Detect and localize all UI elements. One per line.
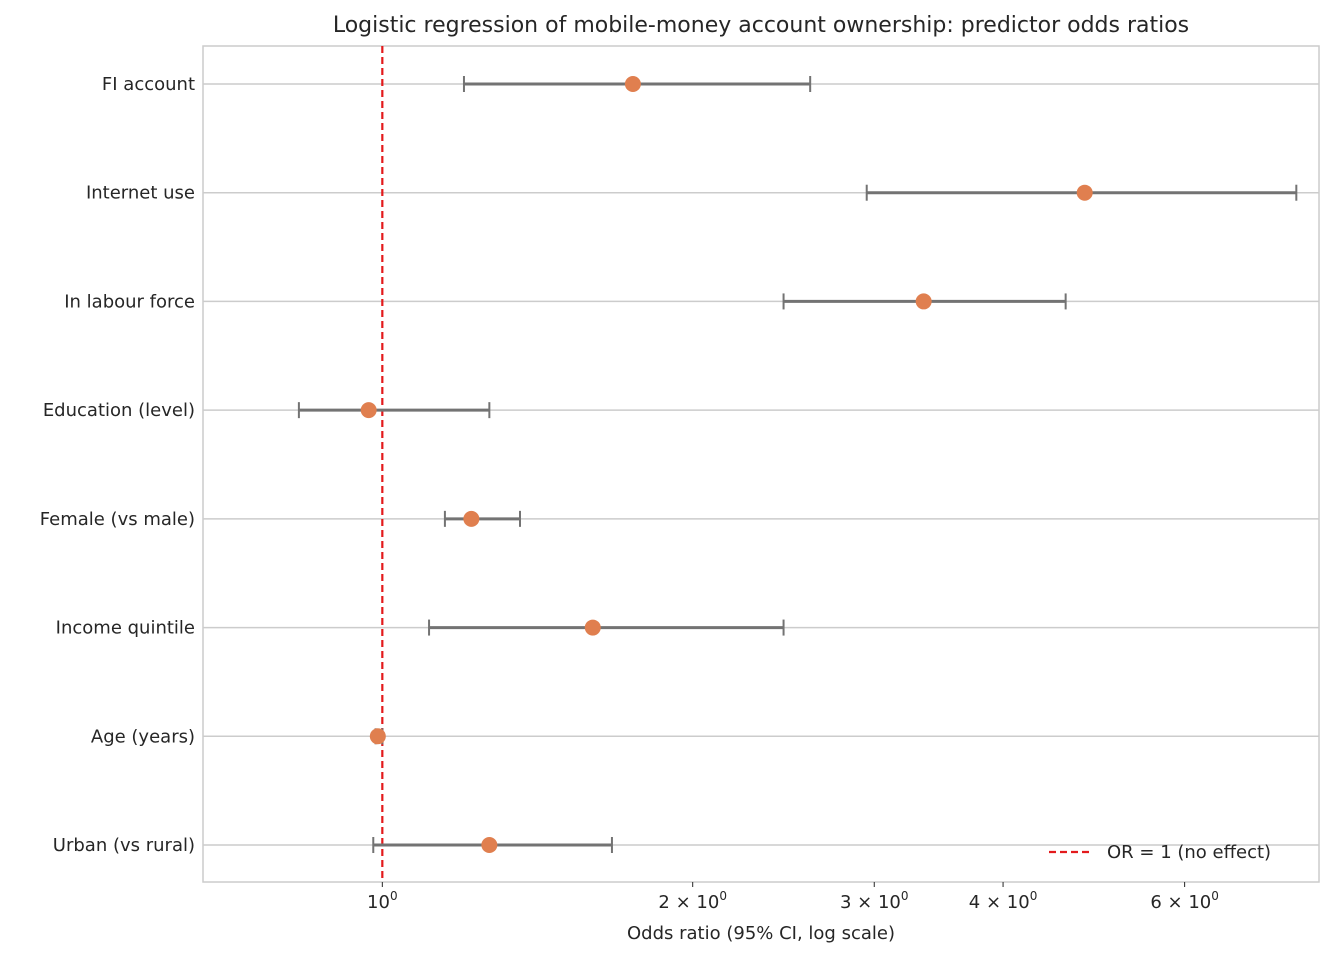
y-tick-labels: FI account Internet use In labour force Edu… xyxy=(40,74,195,856)
y-tick-label: Internet use xyxy=(86,183,195,204)
legend-label-reference-line: OR = 1 (no effect) xyxy=(1107,842,1271,863)
y-tick-label: Income quintile xyxy=(56,618,195,639)
x-tick-label: 4 × 100 xyxy=(969,889,1038,913)
odds-ratio-point xyxy=(584,619,601,636)
odds-ratio-point xyxy=(1076,184,1093,201)
x-tick-labels: 100 2 × 100 3 × 100 4 × 100 6 × 100 xyxy=(367,882,1219,913)
x-tick-label: 100 xyxy=(367,889,398,913)
y-tick-label: Female (vs male) xyxy=(40,509,195,530)
y-tick-label: Education (level) xyxy=(43,400,195,421)
x-tick-label: 2 × 100 xyxy=(658,889,727,913)
y-tick-label: Age (years) xyxy=(91,726,195,747)
x-tick-label: 6 × 100 xyxy=(1150,889,1219,913)
odds-ratio-point xyxy=(915,293,932,310)
odds-ratio-points xyxy=(360,76,1093,853)
odds-ratio-point xyxy=(624,76,641,92)
x-tick-label: 3 × 100 xyxy=(840,889,909,913)
y-tick-label: FI account xyxy=(102,74,195,95)
y-tick-label: Urban (vs rural) xyxy=(53,835,195,856)
chart-title: Logistic regression of mobile-money acco… xyxy=(333,13,1189,38)
plot-frame xyxy=(202,45,1320,883)
odds-ratio-point xyxy=(463,510,480,527)
x-axis-label: Odds ratio (95% CI, log scale) xyxy=(627,923,895,944)
y-tick-label: In labour force xyxy=(64,291,195,312)
plot-area xyxy=(202,45,1320,883)
odds-ratio-point xyxy=(369,728,386,745)
odds-ratio-point xyxy=(481,837,498,853)
legend: OR = 1 (no effect) xyxy=(1049,842,1271,863)
odds-ratio-point xyxy=(360,402,377,419)
